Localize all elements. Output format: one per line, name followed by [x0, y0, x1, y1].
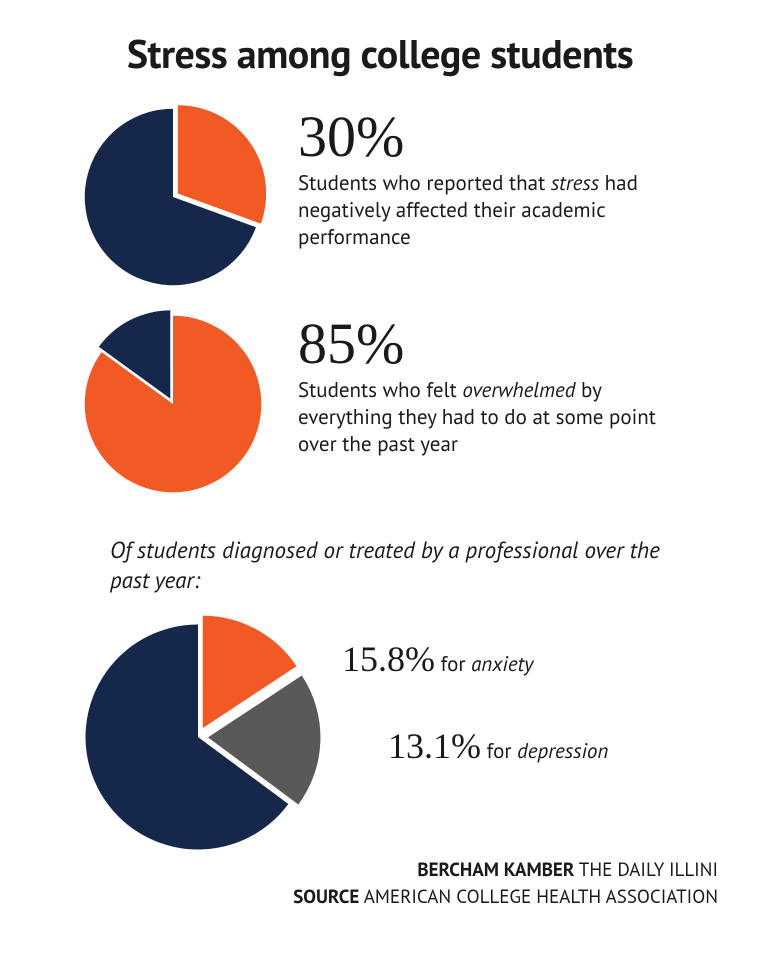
page-title: Stress among college students: [0, 0, 760, 80]
credits: BERCHAM KAMBER THE DAILY ILLINI SOURCE A…: [293, 857, 718, 912]
pie-chart-diagnosed: [78, 614, 324, 865]
stat-text-stress: 30% Students who reported that stress ha…: [268, 102, 700, 251]
stat-desc-overwhelmed: Students who felt overwhelmed by everyth…: [298, 377, 700, 458]
pie-chart-stress: [78, 102, 268, 297]
stat-desc-stress: Students who reported that stress had ne…: [298, 170, 700, 251]
stat-row-diagnosed: 15.8% for anxiety 13.1% for depression: [0, 614, 760, 865]
desc-text: Students who reported that: [298, 169, 551, 196]
stat-row-stress: 30% Students who reported that stress ha…: [0, 102, 760, 297]
credit-author: BERCHAM KAMBER THE DAILY ILLINI: [293, 857, 718, 885]
label-em: depression: [517, 737, 608, 764]
credit-text: AMERICAN COLLEGE HEALTH ASSOCIATION: [359, 885, 718, 909]
desc-text: Students who felt: [298, 376, 462, 403]
label-anxiety: 15.8% for anxiety: [342, 638, 608, 681]
diagnosed-labels: 15.8% for anxiety 13.1% for depression: [324, 614, 608, 768]
credit-bold: SOURCE: [293, 885, 359, 909]
stat-percent-overwhelmed: 85%: [298, 315, 700, 373]
credit-text: THE DAILY ILLINI: [574, 858, 718, 882]
label-pct: 15.8%: [342, 639, 435, 679]
label-em: anxiety: [471, 650, 533, 677]
stat-text-overwhelmed: 85% Students who felt overwhelmed by eve…: [268, 309, 700, 458]
label-text: for: [481, 737, 517, 764]
subhead-diagnosed: Of students diagnosed or treated by a pr…: [0, 536, 760, 596]
stat-percent-stress: 30%: [298, 108, 700, 166]
desc-em: overwhelmed: [462, 376, 575, 403]
label-depression: 13.1% for depression: [388, 725, 608, 768]
label-text: for: [435, 650, 471, 677]
credit-bold: BERCHAM KAMBER: [417, 858, 574, 882]
credit-source: SOURCE AMERICAN COLLEGE HEALTH ASSOCIATI…: [293, 884, 718, 912]
label-pct: 13.1%: [388, 726, 481, 766]
pie-chart-overwhelmed: [78, 309, 268, 504]
desc-em: stress: [551, 169, 599, 196]
stat-row-overwhelmed: 85% Students who felt overwhelmed by eve…: [0, 309, 760, 504]
